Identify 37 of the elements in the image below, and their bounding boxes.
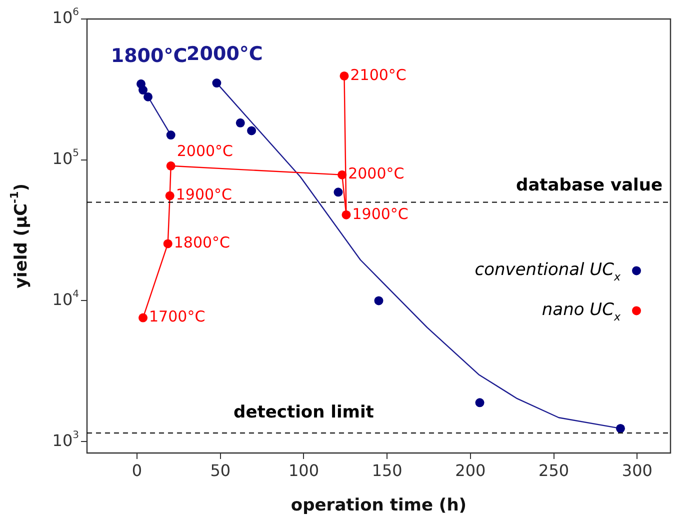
x-tick-label: 300 xyxy=(622,460,652,480)
point xyxy=(166,130,176,140)
series-label: 2000°C xyxy=(186,42,263,65)
x-tick-label: 250 xyxy=(538,460,570,480)
point xyxy=(236,118,245,128)
point xyxy=(338,170,347,180)
x-tick-label: 50 xyxy=(210,460,231,480)
point xyxy=(340,71,349,80)
point xyxy=(247,126,256,136)
x-tick-label: 200 xyxy=(455,460,486,480)
point xyxy=(163,239,172,248)
point xyxy=(138,86,148,95)
series-label: 1800°C xyxy=(110,44,188,67)
ref-line-label: detection limit xyxy=(234,402,374,422)
point xyxy=(138,313,148,322)
ref-line-label: database value xyxy=(516,176,663,196)
point xyxy=(165,191,174,200)
annotation: 2000°C xyxy=(348,164,404,183)
annotation: 1900°C xyxy=(352,204,408,223)
point xyxy=(166,161,176,170)
x-tick-label: 0 xyxy=(132,460,142,480)
point xyxy=(334,188,343,197)
point xyxy=(144,92,153,102)
point xyxy=(475,398,484,408)
x-tick-label: 100 xyxy=(288,460,319,480)
point xyxy=(212,78,222,88)
annotation: 2100°C xyxy=(350,66,406,84)
x-axis-title: operation time (h) xyxy=(290,495,467,516)
point xyxy=(616,424,625,433)
annotation: 1800°C xyxy=(174,234,230,252)
annotation: 1900°C xyxy=(176,186,232,204)
y-axis-title: yield (µC-1) xyxy=(8,183,32,289)
point xyxy=(342,210,351,220)
annotation: 1700°C xyxy=(149,308,206,326)
annotation: 2000°C xyxy=(176,142,234,160)
point xyxy=(374,296,384,306)
x-tick-label: 150 xyxy=(372,460,402,480)
